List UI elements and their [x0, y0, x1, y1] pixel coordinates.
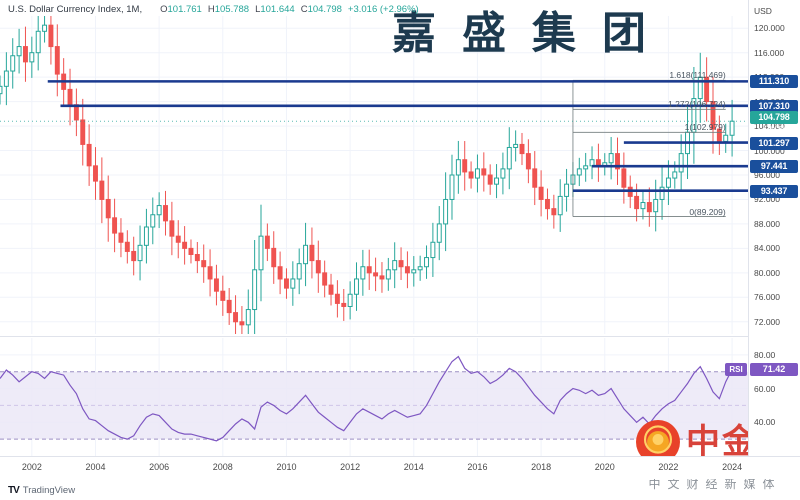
- symbol-title[interactable]: U.S. Dollar Currency Index, 1M,: [8, 4, 143, 15]
- time-tick-2008: 2008: [212, 462, 233, 472]
- fib-1618-label: 1.618(111.469): [669, 70, 726, 81]
- low-value: L101.644: [255, 4, 295, 15]
- change-value: +3.016 (+2.96%): [347, 4, 419, 15]
- rsi-tick-40-00: 40.00: [754, 417, 776, 428]
- level-111310-badge[interactable]: 111.310: [750, 75, 798, 89]
- fib-1000-label: 1(102.979): [684, 122, 726, 133]
- high-value: H105.788: [207, 4, 250, 15]
- time-axis[interactable]: 2002 2004 2006 2008 2010 2012 2014 2016 2018 2020…: [0, 456, 800, 479]
- price-plot: [0, 16, 748, 334]
- fib-0000-label: 0(89.209): [689, 206, 726, 217]
- time-tick-2020: 2020: [594, 462, 615, 472]
- chart-legend: U.S. Dollar Currency Index, 1M, O101.761…: [8, 4, 419, 15]
- tradingview-brand[interactable]: TV TradingView: [8, 485, 75, 496]
- fib-1272-label: 1.272(106.724): [668, 99, 726, 110]
- last-price-badge[interactable]: 104.798 13d 9h: [750, 111, 798, 134]
- time-tick-2012: 2012: [340, 462, 361, 472]
- time-tick-2014: 2014: [403, 462, 424, 472]
- swirl-glyph: ⦿: [643, 425, 673, 458]
- price-tick-72-000: 72.000: [754, 316, 780, 327]
- level-97441-badge[interactable]: 97.441: [750, 160, 798, 174]
- wm-char-0: 嘉: [392, 8, 436, 59]
- wm-char-3: 团: [602, 8, 646, 59]
- wm-char-1: 盛: [462, 8, 506, 59]
- time-tick-2022: 2022: [658, 462, 679, 472]
- rsi-plot: [0, 338, 748, 456]
- rsi-chart-pane[interactable]: [0, 338, 748, 456]
- rsi-tick-60-00: 60.00: [754, 383, 776, 394]
- level-93437-badge[interactable]: 93.437: [750, 184, 798, 198]
- rsi-tick-80-00: 80.00: [754, 349, 776, 360]
- tradingview-wordmark: TradingView: [22, 485, 76, 496]
- time-tick-2002: 2002: [21, 462, 42, 472]
- price-tick-100-000: 100.000: [754, 145, 785, 156]
- price-tick-96-000: 96.000: [754, 170, 780, 180]
- price-tick-92-000: 92.000: [754, 194, 780, 205]
- rsi-label-tag: RSI: [725, 363, 747, 377]
- time-tick-2010: 2010: [276, 462, 297, 472]
- rsi-value-badge: 71.42: [750, 363, 798, 377]
- time-tick-2006: 2006: [149, 462, 170, 472]
- level-107310-value: 107.310: [758, 100, 790, 111]
- level-111310-value: 111.310: [758, 76, 790, 87]
- level-93437-value: 93.437: [760, 185, 788, 196]
- level-97441-value: 97.441: [760, 161, 788, 172]
- price-tick-76-000: 76.000: [754, 292, 780, 303]
- countdown-timer: 13d 9h: [763, 125, 787, 135]
- last-price-value: 104.798: [758, 112, 790, 123]
- wm-char-2: 集: [532, 8, 576, 59]
- price-axis-unit: USD: [754, 6, 772, 16]
- time-tick-2016: 2016: [467, 462, 488, 472]
- level-101297-badge[interactable]: 101.297: [750, 136, 798, 150]
- price-tick-120-000: 120.000: [754, 23, 785, 34]
- time-tick-2004: 2004: [85, 462, 106, 472]
- open-value: O101.761: [160, 4, 202, 15]
- price-tick-84-000: 84.000: [754, 243, 780, 254]
- time-tick-2018: 2018: [531, 462, 552, 472]
- watermark-jiasheng: 嘉 盛 集 团: [392, 12, 646, 56]
- price-axis[interactable]: USD 120.000116.000112.000108.000104.0001…: [725, 0, 800, 456]
- tradingview-logo-icon: TV: [8, 485, 20, 496]
- time-tick-2024: 2024: [722, 462, 743, 472]
- close-value: C104.798: [300, 4, 342, 15]
- price-tick-116-000: 116.000: [754, 47, 785, 58]
- ohlc-values: O101.761 H105.788 L101.644 C104.798 +3.0…: [160, 4, 419, 15]
- pane-divider: [0, 336, 748, 337]
- price-tick-88-000: 88.000: [754, 218, 780, 229]
- cngold-tagline: 中文财经新媒体: [648, 477, 782, 491]
- price-chart-pane[interactable]: [0, 16, 748, 334]
- level-107310-badge[interactable]: 107.310: [750, 99, 798, 113]
- price-tick-80-000: 80.000: [754, 267, 780, 278]
- price-tick-104-000: 104.000: [754, 121, 785, 132]
- level-101297-value: 101.297: [758, 137, 790, 148]
